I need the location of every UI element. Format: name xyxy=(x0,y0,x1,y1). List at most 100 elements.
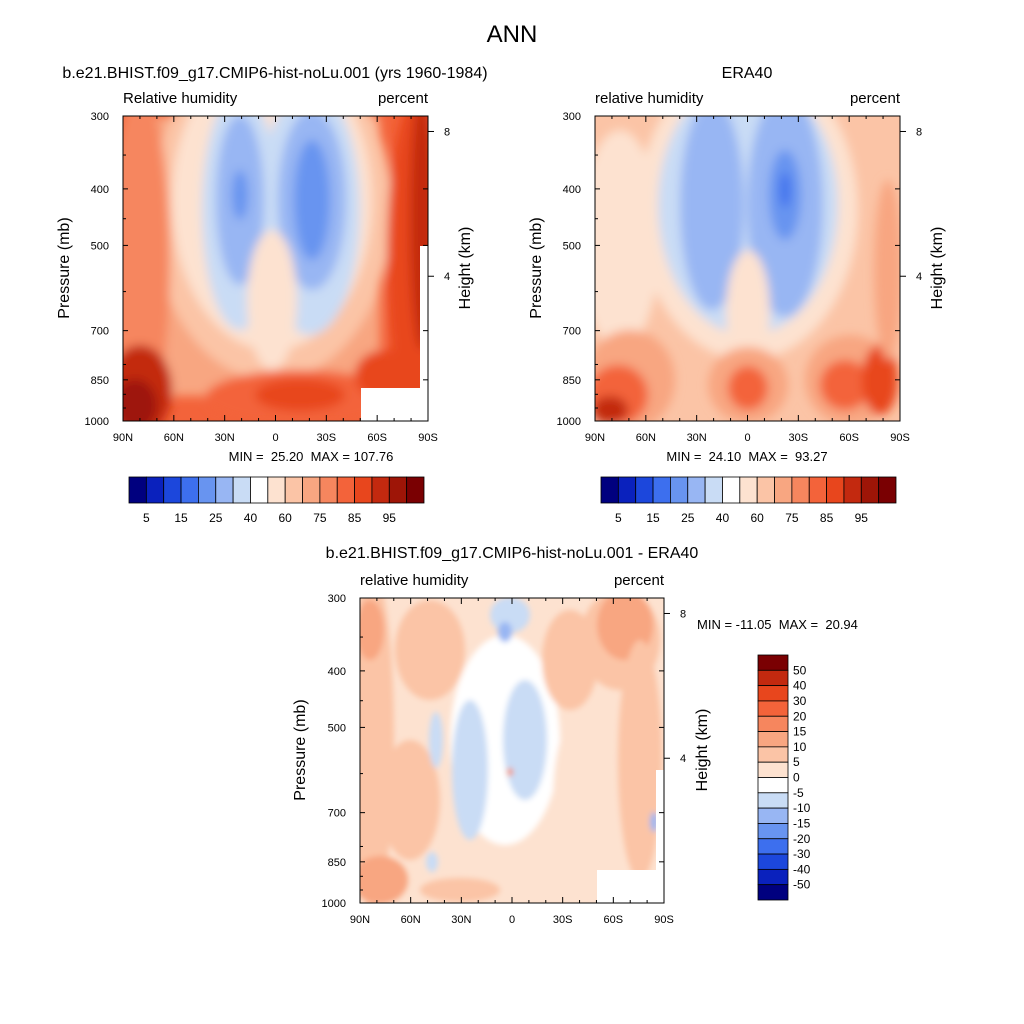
y-tick-label: 500 xyxy=(563,240,581,252)
panel-difference-axes: 300 400 500 700 850 1000 8 4 90N 60N 30N 0 30S 60S 90S xyxy=(322,593,687,926)
colorbar-label: 0 xyxy=(793,771,800,785)
colorbar-box xyxy=(652,476,671,504)
y-tick-label: 700 xyxy=(328,808,346,820)
contour-fill xyxy=(498,622,512,642)
colorbar-box xyxy=(215,476,234,504)
colorbar-label: 5 xyxy=(615,511,622,525)
panel-era40-colorbar: 5 15 25 40 60 75 85 95 xyxy=(600,476,897,525)
colorbar-box xyxy=(250,476,269,504)
contour-fill xyxy=(123,116,170,421)
colorbar-label: 50 xyxy=(793,663,807,677)
x-tick-label: 0 xyxy=(509,914,515,926)
panel-model-field xyxy=(123,116,428,421)
colorbar-label: -5 xyxy=(793,786,804,800)
y-tick-label: 400 xyxy=(91,184,109,196)
y-axis-label: Pressure (mb) xyxy=(56,217,73,318)
colorbar-box xyxy=(756,476,775,504)
contour-fill xyxy=(123,379,157,421)
y-axis-label: Pressure (mb) xyxy=(292,699,309,800)
contour-fill xyxy=(247,230,297,370)
x-tick-label: 30S xyxy=(553,914,573,926)
colorbar-label: 15 xyxy=(174,511,188,525)
colorbar-box xyxy=(757,685,789,702)
colorbar-box xyxy=(757,669,789,687)
y-right-tick-label: 8 xyxy=(444,126,450,138)
panel-model-axes: 300 400 500 700 850 1000 8 4 90N 60N 30N 0 30S 60S 90S xyxy=(85,111,451,444)
x-tick-label: 30N xyxy=(215,432,235,444)
contour-fill xyxy=(503,680,547,800)
panel-era40-field xyxy=(595,116,900,421)
x-tick-label: 90N xyxy=(585,432,605,444)
colorbar-box xyxy=(336,476,355,504)
colorbar-box xyxy=(670,476,689,504)
colorbar-box xyxy=(757,838,789,855)
contour-fill xyxy=(360,856,408,903)
contour-fill xyxy=(355,350,415,400)
y-tick-label: 300 xyxy=(563,111,581,123)
x-tick-label: 90N xyxy=(113,432,133,444)
contour-fill xyxy=(728,366,768,410)
panel-era40-title: ERA40 xyxy=(722,65,773,82)
y-tick-label: 300 xyxy=(91,111,109,123)
colorbar-box xyxy=(302,476,321,504)
colorbar-label: 15 xyxy=(646,511,660,525)
colorbar-label: 5 xyxy=(143,511,150,525)
panel-model-right-string: percent xyxy=(378,90,429,107)
colorbar-box xyxy=(757,884,789,901)
y-axis-label: Pressure (mb) xyxy=(528,217,545,318)
colorbar-box xyxy=(878,476,897,504)
y-right-tick-label: 4 xyxy=(680,753,686,765)
contour-fill xyxy=(874,180,900,360)
contour-fill xyxy=(452,700,488,840)
colorbar-box xyxy=(757,746,789,763)
contour-fill xyxy=(429,712,443,768)
contour-fill xyxy=(380,740,440,860)
colorbar-box xyxy=(388,476,408,504)
panel-difference-left-string: relative humidity xyxy=(360,572,469,589)
y-tick-label: 850 xyxy=(563,375,581,387)
x-tick-label: 90N xyxy=(350,914,370,926)
colorbar-label: -10 xyxy=(793,801,811,815)
x-tick-label: 0 xyxy=(272,432,278,444)
contour-fill xyxy=(820,360,870,410)
colorbar-box xyxy=(163,476,182,504)
colorbar-box xyxy=(319,476,338,504)
colorbar-box xyxy=(843,476,862,504)
colorbar-label: 75 xyxy=(785,511,799,525)
figure-title: ANN xyxy=(487,21,538,48)
min-max-stats: MIN = -11.05 MAX = 20.94 xyxy=(697,617,858,632)
x-tick-label: 60S xyxy=(839,432,859,444)
y-right-tick-label: 8 xyxy=(680,608,686,620)
missing-region xyxy=(420,246,428,421)
x-tick-label: 60N xyxy=(636,432,656,444)
colorbar-box xyxy=(757,715,789,732)
y-tick-label: 1000 xyxy=(557,416,581,428)
colorbar-label: 60 xyxy=(278,511,292,525)
y-right-tick-label: 4 xyxy=(916,271,922,283)
y-tick-label: 1000 xyxy=(85,416,109,428)
y-right-tick-label: 4 xyxy=(444,271,450,283)
colorbar-label: 95 xyxy=(855,511,869,525)
y-axis-right-label: Height (km) xyxy=(694,709,711,792)
x-tick-label: 60N xyxy=(164,432,184,444)
contour-fill xyxy=(255,379,345,411)
colorbar-label: 85 xyxy=(820,511,834,525)
panel-difference: b.e21.BHIST.f09_g17.CMIP6-hist-noLu.001 … xyxy=(292,545,858,926)
colorbar-label: 75 xyxy=(313,511,327,525)
colorbar-label: 25 xyxy=(209,511,223,525)
colorbar-box xyxy=(128,476,147,504)
colorbar-box xyxy=(826,476,845,504)
x-tick-label: 30N xyxy=(687,432,707,444)
colorbar-box xyxy=(232,476,251,504)
colorbar-box xyxy=(739,476,758,504)
missing-region xyxy=(361,388,428,421)
colorbar-box xyxy=(757,792,789,809)
contour-fill xyxy=(232,170,248,220)
colorbar-box xyxy=(406,476,425,504)
panel-model-left-string: Relative humidity xyxy=(123,90,238,107)
colorbar-label: -15 xyxy=(793,816,811,830)
x-tick-label: 30S xyxy=(317,432,337,444)
y-tick-label: 700 xyxy=(563,326,581,338)
colorbar-box xyxy=(757,761,789,778)
